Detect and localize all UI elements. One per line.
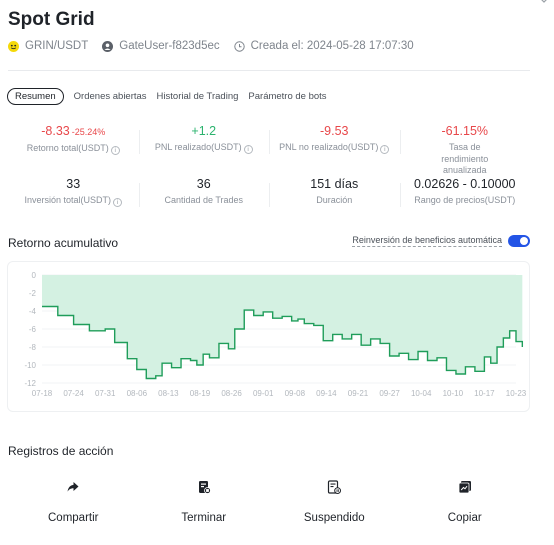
stat-value: +1.2	[191, 124, 217, 138]
stat-realized-pnl: +1.2 PNL realizado(USDT) i	[138, 124, 270, 177]
reinvest-label: Reinversión de beneficios automática	[352, 235, 502, 247]
created-info: Creada el: 2024-05-28 17:07:30	[233, 40, 414, 52]
tab-bar: Resumen Ordenes abiertas Historial de Tr…	[7, 88, 337, 105]
stat-total-investment: 33 Inversión total(USDT) i	[8, 177, 139, 207]
reinvest-toggle[interactable]	[508, 235, 530, 247]
terminate-label: Terminar	[181, 512, 227, 524]
stat-value: 151 días	[310, 177, 359, 191]
action-log-title: Registros de acción	[8, 444, 114, 458]
x-tick-label: 10-10	[443, 389, 464, 398]
info-icon[interactable]: i	[113, 198, 123, 207]
stat-value: -8.33 -25.24%	[41, 124, 106, 138]
x-tick-label: 10-04	[411, 389, 432, 398]
x-tick-label: 08-06	[127, 389, 148, 398]
y-tick-label: -4	[29, 307, 37, 316]
stat-label: Cantidad de Trades	[164, 195, 244, 205]
x-tick-label: 07-18	[32, 389, 53, 398]
copy-icon	[456, 478, 474, 496]
tab-parametro-bots[interactable]: Parámetro de bots	[248, 91, 327, 102]
stat-value: -9.53	[320, 124, 349, 138]
cumulative-return-chart: 0 -2 -4 -6 -8 -10 -12 07-18 07-24 07-31 08-06 08-13…	[7, 261, 530, 412]
created-label: Creada el: 2024-05-28 17:07:30	[250, 40, 414, 52]
stat-total-return: -8.33 -25.24% Retorno total(USDT) i	[8, 124, 139, 177]
return-line	[42, 305, 524, 380]
stat-label: PNL realizado(USDT) i	[139, 142, 270, 154]
stat-trade-count: 36 Cantidad de Trades	[138, 177, 270, 207]
user-info: GateUser-f823d5ec	[102, 40, 220, 52]
x-tick-label: 09-01	[253, 389, 274, 398]
y-tick-label: -10	[24, 361, 36, 370]
share-icon	[64, 478, 82, 496]
stat-annualized-rate: -61.15% Tasa de rendimiento anualizada	[399, 124, 531, 177]
stat-value: -61.15%	[441, 124, 489, 138]
suspend-label: Suspendido	[303, 512, 365, 524]
terminate-button[interactable]: Terminar	[139, 478, 270, 524]
y-tick-label: -8	[29, 343, 37, 352]
y-tick-label: -12	[24, 379, 36, 388]
stat-label: Tasa de rendimiento anualizada	[441, 142, 489, 175]
stat-value: 33	[66, 177, 81, 191]
y-tick-label: -6	[29, 325, 37, 334]
stat-price-range: 0.02626 - 0.10000 Rango de precios(USDT)	[399, 177, 531, 207]
clock-icon	[233, 40, 245, 52]
divider	[8, 70, 530, 71]
stat-label: PNL no realizado(USDT) i	[269, 142, 400, 154]
bot-meta: GRIN/USDT GateUser-f823d5ec Creada el: 2…	[8, 40, 428, 52]
x-tick-label: 09-27	[379, 389, 400, 398]
info-icon[interactable]: i	[110, 146, 120, 155]
user-avatar-icon	[102, 40, 114, 52]
pair-info: GRIN/USDT	[8, 40, 88, 52]
suspend-icon	[325, 478, 343, 496]
pair-label: GRIN/USDT	[25, 40, 89, 52]
return-area	[42, 275, 523, 379]
x-tick-label: 08-19	[190, 389, 211, 398]
x-tick-label: 08-13	[158, 389, 179, 398]
x-tick-label: 09-14	[316, 389, 337, 398]
share-button[interactable]: Compartir	[8, 478, 139, 524]
stats-row-primary: -8.33 -25.24% Retorno total(USDT) i +1.2 P…	[8, 124, 530, 177]
stat-value: 36	[196, 177, 211, 191]
reinvest-control: Reinversión de beneficios automática	[352, 235, 530, 247]
stats-row-secondary: 33 Inversión total(USDT) i 36 Cantidad de…	[8, 177, 530, 207]
info-icon[interactable]: i	[380, 145, 390, 154]
stat-duration: 151 días Duración	[269, 177, 400, 207]
x-tick-label: 09-08	[285, 389, 306, 398]
stat-label: Rango de precios(USDT)	[414, 195, 516, 205]
info-icon[interactable]: i	[243, 145, 253, 154]
y-tick-label: 0	[32, 271, 37, 280]
page-title: Spot Grid	[8, 9, 95, 30]
stat-label: Retorno total(USDT) i	[8, 143, 139, 155]
terminate-icon	[195, 478, 213, 496]
x-tick-label: 07-24	[63, 389, 84, 398]
suspend-button[interactable]: Suspendido	[269, 478, 400, 524]
x-tick-label: 08-26	[221, 389, 242, 398]
tab-resumen[interactable]: Resumen	[7, 88, 64, 105]
stat-label: Inversión total(USDT) i	[8, 195, 139, 207]
cumulative-return-title: Retorno acumulativo	[8, 236, 119, 250]
copy-button[interactable]: Copiar	[400, 478, 531, 524]
x-tick-label: 10-23	[506, 389, 527, 398]
y-tick-label: -2	[29, 289, 37, 298]
action-bar: Compartir Terminar Suspendido Copiar	[8, 478, 530, 524]
share-label: Compartir	[48, 512, 99, 524]
stat-label: Duración	[316, 195, 353, 205]
copy-label: Copiar	[447, 512, 482, 524]
close-icon[interactable]	[538, 0, 550, 8]
x-tick-label: 10-17	[474, 389, 495, 398]
tab-historial-trading[interactable]: Historial de Trading	[156, 91, 239, 102]
tab-ordenes-abiertas[interactable]: Ordenes abiertas	[73, 91, 147, 102]
x-tick-label: 07-31	[95, 389, 116, 398]
coin-icon	[8, 40, 19, 52]
x-tick-label: 09-21	[348, 389, 369, 398]
user-label: GateUser-f823d5ec	[119, 40, 220, 52]
stat-value: 0.02626 - 0.10000	[414, 177, 516, 191]
stat-unrealized-pnl: -9.53 PNL no realizado(USDT) i	[269, 124, 400, 177]
